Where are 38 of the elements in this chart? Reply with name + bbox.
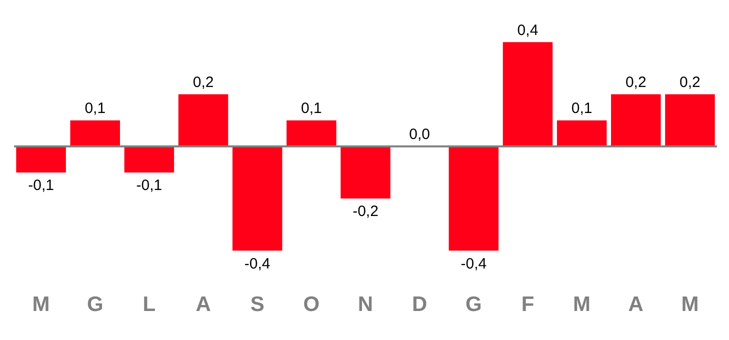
x-tick-label: M xyxy=(32,293,50,316)
x-tick-label: S xyxy=(250,293,264,316)
x-tick-label: G xyxy=(465,293,482,316)
x-tick-label: A xyxy=(628,293,644,316)
data-label: 0,4 xyxy=(517,22,538,39)
data-label: 0,0 xyxy=(409,126,430,144)
x-tick-label: N xyxy=(358,293,374,316)
x-tick-label: L xyxy=(142,293,156,316)
data-label: -0,1 xyxy=(136,177,162,194)
bar xyxy=(232,146,282,251)
x-tick-label: A xyxy=(196,293,211,316)
bar xyxy=(556,120,607,146)
x-tick-label: M xyxy=(681,293,699,316)
x-tick-label: F xyxy=(521,293,534,316)
data-label: 0,2 xyxy=(192,74,214,91)
data-label: -0,4 xyxy=(460,255,487,272)
bar xyxy=(340,146,390,199)
data-label: -0,2 xyxy=(352,203,378,220)
bar xyxy=(16,146,66,172)
data-label: 0,2 xyxy=(625,74,646,91)
data-label: 0,1 xyxy=(571,100,592,117)
bar xyxy=(611,94,661,146)
bar xyxy=(665,94,715,146)
x-tick-label: G xyxy=(86,293,104,316)
x-tick-label: D xyxy=(412,293,428,316)
bar xyxy=(124,146,174,172)
bar xyxy=(448,146,499,251)
x-tick-label: M xyxy=(573,293,591,316)
data-label: 0,1 xyxy=(84,100,106,117)
data-label: 0,1 xyxy=(300,100,322,117)
bar xyxy=(286,120,336,146)
data-label: -0,4 xyxy=(244,255,270,272)
bar xyxy=(502,42,553,146)
bar xyxy=(178,94,228,146)
x-tick-label: O xyxy=(303,293,320,316)
data-label: -0,1 xyxy=(28,177,54,194)
data-label: 0,2 xyxy=(680,74,700,91)
bar xyxy=(70,120,120,146)
